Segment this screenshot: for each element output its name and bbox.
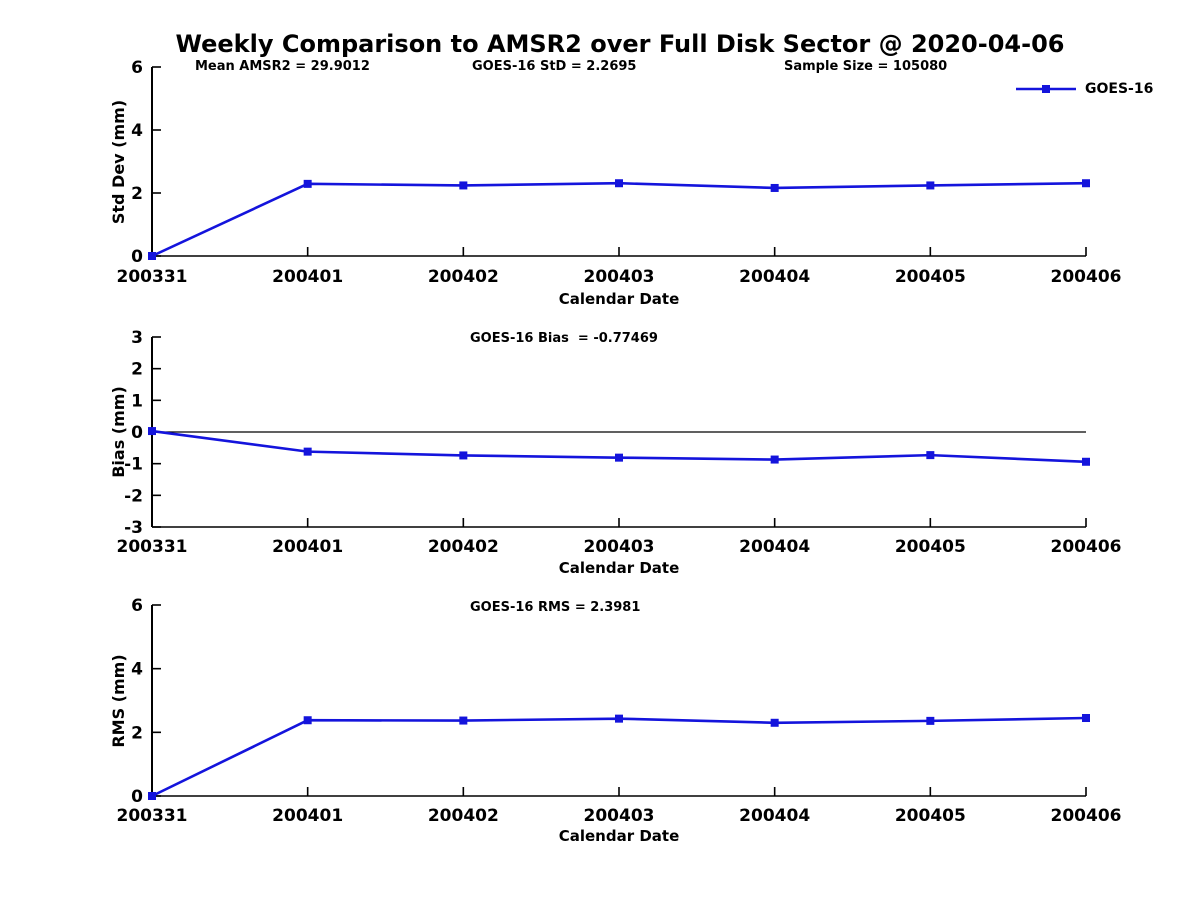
data-marker bbox=[459, 451, 468, 460]
x-tick-label: 200404 bbox=[739, 537, 810, 557]
x-tick-label: 200403 bbox=[584, 537, 655, 557]
data-marker bbox=[770, 455, 779, 464]
data-marker bbox=[148, 427, 156, 436]
y-tick-label: 6 bbox=[131, 596, 143, 616]
x-tick-label: 200402 bbox=[428, 806, 499, 826]
annotation-goes16-rms: GOES-16 RMS = 2.3981 bbox=[470, 600, 641, 615]
data-marker bbox=[303, 716, 312, 725]
figure-title: Weekly Comparison to AMSR2 over Full Dis… bbox=[175, 30, 1065, 58]
annotation-goes16-std: GOES-16 StD = 2.2695 bbox=[472, 59, 637, 74]
y-tick-label: 0 bbox=[131, 247, 143, 267]
data-marker bbox=[303, 447, 312, 456]
legend-label: GOES-16 bbox=[1085, 81, 1154, 97]
y-tick-label: 4 bbox=[131, 121, 143, 141]
y-tick-label: -1 bbox=[124, 455, 143, 475]
data-marker bbox=[615, 453, 623, 462]
series-line-goes-16 bbox=[151, 181, 1087, 258]
data-marker bbox=[303, 179, 312, 188]
data-marker bbox=[926, 451, 935, 460]
data-marker bbox=[770, 183, 779, 192]
data-marker bbox=[615, 714, 623, 723]
y-tick-label: 0 bbox=[131, 787, 143, 807]
annotation-mean-amsr2: Mean AMSR2 = 29.9012 bbox=[195, 59, 370, 74]
y-axis-label-rms: RMS (mm) bbox=[109, 654, 128, 748]
annotation-sample-size: Sample Size = 105080 bbox=[784, 59, 948, 74]
x-axis-label-middle: Calendar Date bbox=[558, 559, 680, 577]
y-tick-label: -2 bbox=[124, 486, 143, 506]
annotation-goes16-bias: GOES-16 Bias = -0.77469 bbox=[470, 331, 658, 346]
y-tick-label: 4 bbox=[131, 660, 143, 680]
data-marker bbox=[926, 181, 935, 190]
data-marker bbox=[1082, 179, 1090, 188]
x-tick-label: 200402 bbox=[428, 267, 499, 287]
legend: GOES-16 bbox=[1014, 81, 1153, 97]
plot-std-dev: 0 2 4 6 200331 200401 200402 200403 200404 200405… bbox=[117, 58, 1122, 287]
x-tick-label: 200405 bbox=[895, 537, 966, 557]
y-tick-label: 0 bbox=[131, 423, 143, 443]
x-axis-label-bottom: Calendar Date bbox=[558, 827, 680, 845]
data-marker bbox=[459, 181, 468, 190]
y-tick-label: 2 bbox=[131, 723, 143, 743]
data-marker bbox=[148, 252, 156, 260]
data-marker bbox=[459, 716, 468, 725]
x-tick-label: 200331 bbox=[117, 806, 188, 826]
y-axis-label-bias: Bias (mm) bbox=[109, 386, 128, 478]
x-tick-label: 200406 bbox=[1051, 267, 1122, 287]
data-marker bbox=[770, 718, 779, 727]
data-marker bbox=[1082, 457, 1090, 466]
x-tick-label: 200401 bbox=[272, 806, 343, 826]
x-tick-label: 200405 bbox=[895, 267, 966, 287]
y-axis-label-std-dev: Std Dev (mm) bbox=[109, 99, 128, 225]
x-tick-label: 200401 bbox=[272, 267, 343, 287]
data-marker bbox=[615, 179, 623, 188]
plot-rms: 0 2 4 6 200331 200401 200402 200403 200404 200405… bbox=[117, 596, 1122, 826]
y-tick-label: 2 bbox=[131, 184, 143, 204]
x-tick-label: 200404 bbox=[739, 806, 810, 826]
x-tick-label: 200331 bbox=[117, 537, 188, 557]
x-tick-label: 200406 bbox=[1051, 806, 1122, 826]
x-tick-label: 200401 bbox=[272, 537, 343, 557]
plot-bias: -3 -2 -1 0 1 2 3 200331 200401 200402 200403 200404… bbox=[117, 328, 1122, 557]
y-tick-label: 1 bbox=[131, 391, 143, 411]
data-marker bbox=[926, 716, 935, 725]
legend-line-marker-icon bbox=[1016, 85, 1076, 93]
x-tick-label: 200406 bbox=[1051, 537, 1122, 557]
x-tick-label: 200403 bbox=[584, 267, 655, 287]
x-axis-label-top: Calendar Date bbox=[558, 290, 680, 308]
y-tick-label: 2 bbox=[131, 360, 143, 380]
x-tick-label: 200403 bbox=[584, 806, 655, 826]
x-tick-label: 200402 bbox=[428, 537, 499, 557]
y-tick-label: 6 bbox=[131, 58, 143, 78]
x-tick-label: 200404 bbox=[739, 267, 810, 287]
x-tick-label: 200405 bbox=[895, 806, 966, 826]
data-marker bbox=[1082, 714, 1090, 723]
y-tick-label: 3 bbox=[131, 328, 143, 348]
y-tick-label: -3 bbox=[124, 518, 143, 538]
data-marker bbox=[148, 792, 156, 800]
series-line-goes-16 bbox=[151, 716, 1087, 798]
x-tick-label: 200331 bbox=[117, 267, 188, 287]
